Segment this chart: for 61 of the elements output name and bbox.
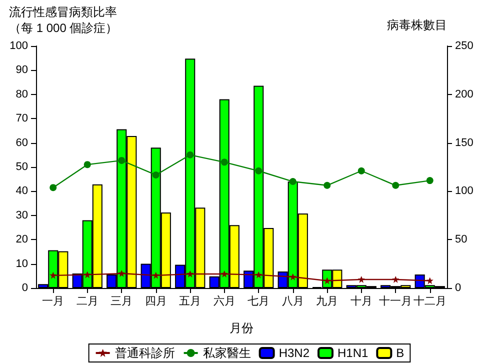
- x-tick-label: 二月: [76, 296, 98, 308]
- y-tick-label: 90: [16, 64, 28, 76]
- y-tick-label: 10: [16, 258, 28, 270]
- x-tick-label: 六月: [213, 294, 236, 308]
- point: [50, 184, 57, 192]
- point: [426, 177, 434, 184]
- x-tick-label: 四月: [144, 296, 167, 308]
- y2-tick-label: 50: [455, 234, 468, 246]
- point: [118, 156, 126, 164]
- legend-label: 普通科診所: [114, 346, 175, 360]
- y2-tick-label: 250: [455, 40, 474, 52]
- point: [84, 271, 91, 278]
- y-tick-label: 0: [22, 282, 28, 294]
- chart-title: 流行性感冒病類比率: [9, 5, 117, 19]
- point: [152, 272, 160, 279]
- y-tick-label: 20: [16, 234, 28, 246]
- point: [426, 277, 434, 284]
- x-tick-label: 七月: [248, 294, 270, 308]
- x-tick-label: 十一月: [379, 294, 412, 308]
- y2-tick-label: 0: [455, 282, 462, 294]
- legend-label: H3N2: [278, 346, 310, 360]
- legend-label: 私家醫生: [202, 346, 251, 360]
- y-tick-label: 80: [16, 88, 28, 100]
- y2-tick-label: 100: [455, 185, 474, 198]
- point: [152, 171, 160, 178]
- point: [220, 270, 228, 278]
- point: [186, 270, 194, 278]
- y2-tick-label: 200: [455, 88, 474, 100]
- y-tick-label: 60: [16, 136, 28, 149]
- legend-label: B: [396, 346, 404, 360]
- point: [324, 182, 331, 189]
- y-tick-label: 100: [10, 40, 28, 52]
- point: [289, 178, 296, 186]
- point: [358, 167, 365, 174]
- y2-axis-title: 病毒株數目: [387, 18, 447, 32]
- point: [118, 270, 126, 277]
- chart-subtitle: （每 1 000 個診症）: [9, 21, 118, 35]
- x-tick-label: 一月: [42, 296, 64, 308]
- x-tick-label: 十二月: [413, 294, 446, 308]
- point: [50, 272, 57, 279]
- y-tick-label: 50: [16, 161, 28, 173]
- y-tick-label: 30: [16, 209, 28, 222]
- point: [84, 161, 91, 168]
- point: [392, 182, 400, 189]
- point: [186, 151, 194, 158]
- point: [358, 276, 365, 284]
- x-tick-label: 十月: [350, 294, 372, 308]
- x-axis-title: 月份: [230, 321, 254, 335]
- point: [255, 167, 262, 174]
- x-tick-label: 八月: [282, 296, 304, 308]
- point: [220, 158, 228, 166]
- x-tick-label: 三月: [110, 296, 133, 308]
- y-tick-label: 40: [16, 185, 28, 198]
- y-tick-label: 70: [16, 112, 28, 125]
- point: [289, 273, 296, 280]
- x-tick-label: 五月: [179, 296, 202, 308]
- point: [392, 276, 400, 284]
- x-tick-label: 九月: [316, 294, 338, 308]
- y2-tick-label: 150: [455, 136, 474, 149]
- point: [255, 271, 262, 278]
- legend-label: H1N1: [338, 346, 369, 360]
